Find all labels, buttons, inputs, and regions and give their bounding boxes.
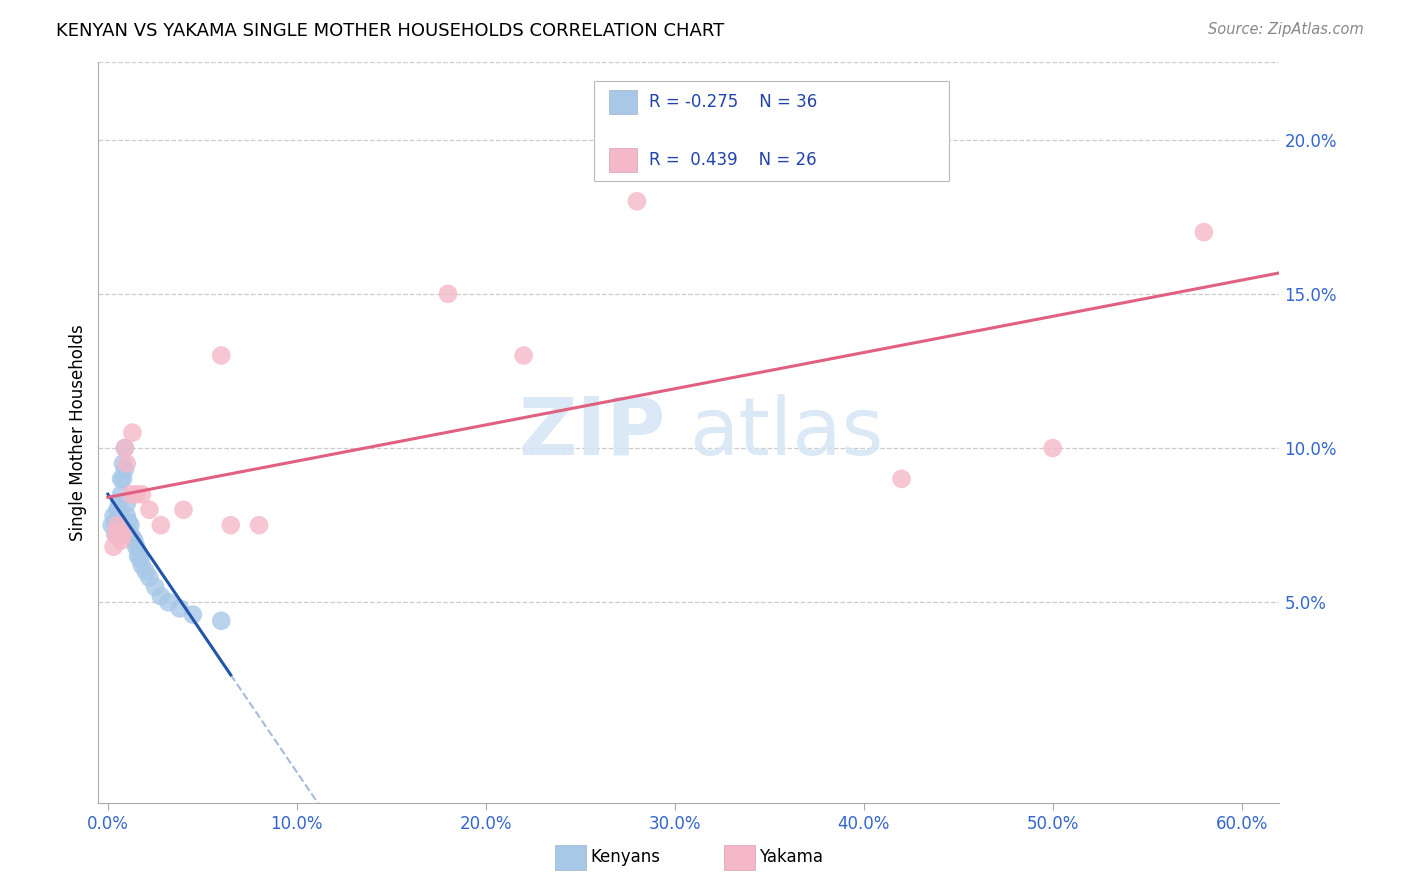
FancyBboxPatch shape — [609, 90, 637, 113]
Point — [111, 457, 134, 471]
Point — [110, 487, 132, 501]
Point — [124, 533, 146, 548]
Point — [118, 524, 141, 539]
Y-axis label: Single Mother Households: Single Mother Households — [69, 325, 87, 541]
Point — [104, 527, 127, 541]
Point — [118, 515, 141, 529]
Point — [120, 518, 142, 533]
Point — [1192, 225, 1215, 239]
Point — [120, 527, 142, 541]
Text: Source: ZipAtlas.com: Source: ZipAtlas.com — [1208, 22, 1364, 37]
Text: R =  0.439    N = 26: R = 0.439 N = 26 — [648, 151, 817, 169]
Text: Yakama: Yakama — [759, 848, 824, 866]
Point — [103, 540, 125, 554]
Point — [104, 515, 127, 529]
Point — [111, 527, 134, 541]
Text: ZIP: ZIP — [517, 393, 665, 472]
Point — [108, 524, 131, 539]
Point — [890, 472, 912, 486]
Point — [105, 518, 128, 533]
Point — [512, 349, 534, 363]
Point — [104, 527, 127, 541]
Text: atlas: atlas — [689, 393, 883, 472]
FancyBboxPatch shape — [609, 148, 637, 172]
Point — [110, 533, 132, 548]
Text: Kenyans: Kenyans — [591, 848, 661, 866]
Point — [125, 540, 148, 554]
Point — [121, 531, 143, 545]
Point — [181, 607, 204, 622]
Point — [129, 552, 152, 566]
Point — [105, 502, 128, 516]
Point — [169, 601, 191, 615]
Point — [138, 502, 160, 516]
Point — [115, 521, 138, 535]
Point — [143, 580, 166, 594]
Point — [127, 549, 149, 563]
Point — [131, 558, 153, 573]
Point — [209, 614, 232, 628]
Point — [111, 472, 134, 486]
Text: KENYAN VS YAKAMA SINGLE MOTHER HOUSEHOLDS CORRELATION CHART: KENYAN VS YAKAMA SINGLE MOTHER HOUSEHOLD… — [56, 22, 724, 40]
Point — [125, 487, 148, 501]
Point — [114, 441, 136, 455]
FancyBboxPatch shape — [595, 81, 949, 181]
Point — [103, 508, 125, 523]
Point — [172, 502, 194, 516]
Point — [138, 571, 160, 585]
Point — [149, 518, 172, 533]
Point — [115, 497, 138, 511]
Point — [157, 595, 180, 609]
Point — [247, 518, 270, 533]
Point — [209, 349, 232, 363]
Text: R = -0.275    N = 36: R = -0.275 N = 36 — [648, 93, 817, 111]
Point — [114, 441, 136, 455]
Point — [1042, 441, 1064, 455]
Point — [100, 518, 122, 533]
Point — [437, 286, 460, 301]
Point — [131, 487, 153, 501]
Point — [115, 457, 138, 471]
Point — [120, 487, 142, 501]
Point — [219, 518, 242, 533]
Point — [135, 565, 157, 579]
Point — [108, 497, 131, 511]
Point — [105, 524, 128, 539]
Point — [149, 589, 172, 603]
Point — [115, 508, 138, 523]
Point — [114, 462, 136, 476]
Point — [626, 194, 648, 209]
Point — [105, 512, 128, 526]
Point — [121, 425, 143, 440]
Point — [108, 508, 131, 523]
Point — [110, 472, 132, 486]
